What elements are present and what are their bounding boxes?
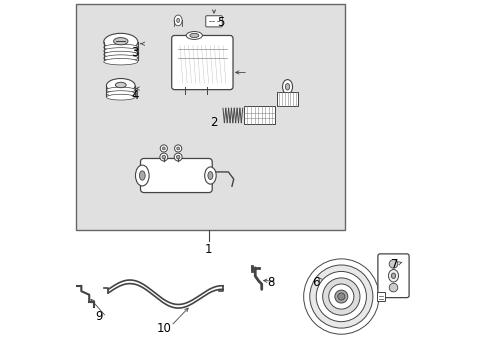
Circle shape [328, 284, 353, 309]
FancyBboxPatch shape [377, 254, 408, 298]
Text: 10: 10 [156, 322, 171, 335]
Ellipse shape [162, 155, 165, 159]
Ellipse shape [390, 273, 395, 278]
Circle shape [388, 283, 397, 292]
Ellipse shape [387, 270, 398, 282]
Ellipse shape [204, 167, 216, 184]
Ellipse shape [103, 55, 138, 61]
FancyBboxPatch shape [376, 292, 384, 301]
Ellipse shape [103, 44, 138, 50]
Ellipse shape [139, 171, 145, 180]
Text: 4: 4 [131, 89, 139, 102]
Ellipse shape [282, 80, 292, 94]
FancyBboxPatch shape [205, 16, 222, 27]
Ellipse shape [174, 153, 182, 161]
Ellipse shape [103, 48, 138, 54]
Ellipse shape [174, 145, 182, 152]
Ellipse shape [103, 58, 138, 65]
Text: 7: 7 [390, 258, 398, 271]
FancyBboxPatch shape [171, 36, 233, 90]
Text: 8: 8 [267, 276, 275, 289]
Ellipse shape [160, 145, 167, 152]
Ellipse shape [186, 32, 202, 40]
Ellipse shape [176, 147, 179, 150]
Text: 5: 5 [217, 16, 224, 29]
Circle shape [334, 290, 347, 303]
Ellipse shape [174, 15, 182, 26]
Ellipse shape [106, 91, 135, 96]
Text: 6: 6 [312, 276, 319, 289]
Ellipse shape [106, 87, 135, 93]
Ellipse shape [189, 33, 198, 38]
FancyBboxPatch shape [140, 158, 212, 193]
Ellipse shape [113, 38, 128, 45]
Ellipse shape [106, 78, 135, 93]
Ellipse shape [176, 18, 179, 23]
Circle shape [309, 265, 372, 328]
Polygon shape [276, 92, 298, 107]
Ellipse shape [285, 84, 289, 90]
Circle shape [303, 259, 378, 334]
Ellipse shape [103, 33, 138, 50]
Circle shape [316, 271, 366, 321]
Circle shape [388, 260, 397, 268]
Text: 2: 2 [210, 116, 217, 129]
Text: 3: 3 [131, 46, 139, 59]
Circle shape [337, 293, 344, 300]
Polygon shape [244, 107, 274, 125]
Text: 9: 9 [95, 310, 103, 323]
Circle shape [322, 278, 359, 315]
Ellipse shape [207, 172, 212, 180]
Ellipse shape [115, 82, 126, 87]
Ellipse shape [103, 51, 138, 58]
Ellipse shape [106, 94, 135, 100]
Ellipse shape [160, 153, 167, 161]
Ellipse shape [135, 165, 149, 186]
Ellipse shape [162, 147, 165, 150]
Ellipse shape [176, 155, 180, 159]
Bar [76, 4, 344, 230]
Text: 1: 1 [204, 243, 212, 256]
